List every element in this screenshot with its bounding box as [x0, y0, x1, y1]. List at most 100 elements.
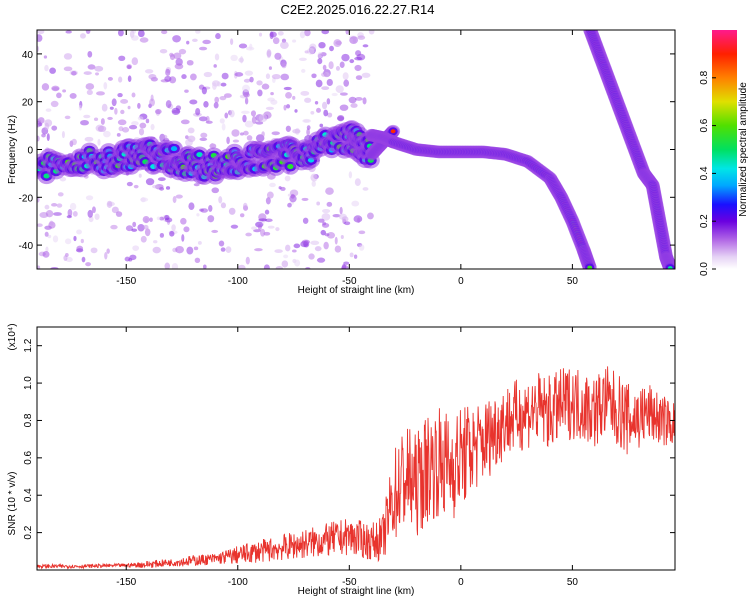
noise-speckle	[131, 57, 139, 66]
noise-speckle	[131, 92, 136, 98]
noise-speckle	[139, 37, 149, 43]
noise-speckle	[241, 110, 250, 115]
noise-speckle	[349, 59, 355, 64]
noise-speckle	[300, 90, 310, 96]
noise-speckle	[149, 217, 153, 222]
noise-speckle	[37, 135, 40, 142]
y-tick-label: 1.2	[23, 338, 34, 352]
noise-speckle	[116, 132, 121, 137]
noise-speckle	[260, 228, 266, 237]
noise-speckle	[243, 202, 248, 210]
noise-speckle	[343, 79, 350, 87]
noise-speckle	[339, 61, 345, 68]
noise-speckle	[221, 72, 229, 80]
noise-speckle	[354, 64, 362, 72]
noise-speckle	[83, 71, 92, 75]
noise-speckle	[349, 252, 354, 258]
noise-speckle	[127, 65, 132, 69]
noise-speckle	[211, 187, 220, 194]
snr-series-group	[37, 366, 675, 570]
noise-speckle	[111, 98, 117, 107]
noise-speckle	[152, 184, 159, 189]
noise-speckle	[226, 136, 230, 145]
noise-speckle	[354, 56, 363, 61]
noise-speckle	[159, 216, 165, 221]
noise-speckle	[120, 109, 125, 115]
noise-speckle	[271, 131, 280, 136]
noise-speckle	[107, 116, 113, 120]
snr-frame	[36, 326, 676, 571]
noise-speckle	[127, 105, 131, 110]
noise-speckle	[355, 75, 363, 80]
noise-speckle	[314, 101, 319, 105]
noise-speckle	[329, 45, 334, 52]
noise-speckle	[81, 256, 86, 263]
noise-speckle	[51, 85, 60, 92]
noise-speckle	[283, 86, 292, 91]
noise-speckle	[137, 223, 145, 232]
noise-speckle	[44, 204, 50, 210]
ridge-core	[170, 146, 178, 152]
noise-speckle	[198, 84, 205, 90]
noise-speckle	[299, 31, 306, 39]
noise-speckle	[178, 48, 187, 55]
colorbar-tick-label: 0.2	[699, 214, 710, 228]
noise-speckle	[239, 56, 244, 64]
noise-speckle	[220, 247, 226, 252]
noise-speckle	[332, 214, 341, 218]
noise-speckle	[335, 85, 344, 94]
y-tick-label: 0.2	[23, 525, 34, 539]
ridge-core	[196, 152, 203, 158]
y-multiplier-label: (x10⁴)	[7, 323, 18, 350]
noise-speckle	[120, 99, 129, 104]
noise-speckle	[249, 43, 253, 50]
noise-speckle	[188, 202, 195, 211]
noise-speckle	[203, 71, 213, 78]
noise-speckle	[334, 236, 338, 245]
noise-speckle	[251, 116, 257, 124]
noise-speckle	[341, 53, 350, 62]
noise-speckle	[86, 89, 93, 96]
noise-speckle	[164, 214, 170, 221]
noise-speckle	[159, 48, 168, 54]
noise-speckle	[255, 121, 264, 125]
noise-speckle	[80, 119, 89, 126]
noise-speckle	[335, 40, 343, 46]
noise-speckle	[153, 240, 158, 244]
noise-speckle	[52, 235, 59, 243]
noise-speckle	[78, 104, 82, 111]
noise-speckle	[298, 57, 307, 61]
noise-speckle	[345, 30, 349, 35]
noise-speckle	[230, 54, 238, 62]
noise-speckle	[331, 92, 338, 97]
noise-speckle	[137, 102, 141, 109]
noise-speckle	[349, 36, 359, 45]
noise-speckle	[214, 96, 220, 104]
noise-speckle	[254, 248, 263, 252]
noise-speckle	[165, 68, 171, 77]
noise-speckle	[103, 82, 108, 90]
noise-speckle	[43, 55, 48, 59]
noise-speckle	[242, 114, 247, 123]
noise-speckle	[85, 262, 91, 267]
noise-speckle	[326, 78, 333, 87]
noise-speckle	[244, 70, 254, 76]
noise-speckle	[137, 116, 144, 121]
noise-speckle	[159, 232, 165, 238]
noise-speckle	[46, 133, 50, 142]
noise-speckle	[213, 102, 219, 109]
noise-speckle	[142, 215, 150, 223]
noise-speckle	[285, 125, 291, 132]
noise-speckle	[64, 238, 72, 245]
noise-speckle	[66, 215, 72, 219]
noise-speckle	[269, 31, 274, 40]
noise-speckle	[220, 82, 227, 87]
noise-speckle	[225, 246, 232, 254]
noise-speckle	[198, 116, 208, 122]
noise-speckle	[351, 200, 360, 207]
noise-speckle	[328, 61, 334, 70]
noise-speckle	[162, 134, 168, 140]
noise-speckle	[237, 264, 246, 269]
